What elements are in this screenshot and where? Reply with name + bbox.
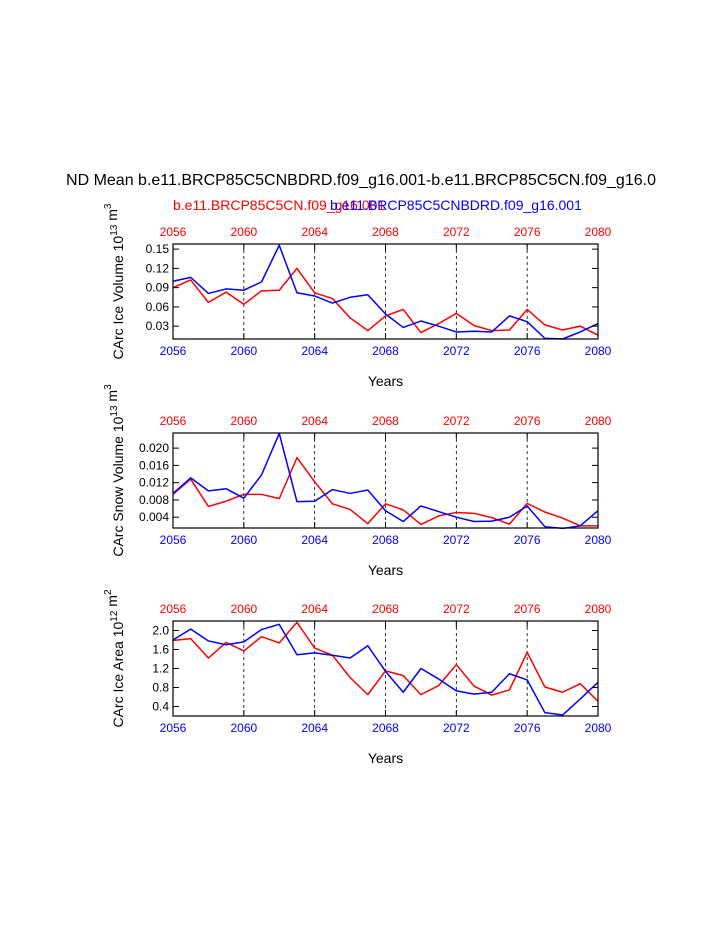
x-tick-label: 2072	[443, 344, 470, 358]
x-tick-label-top: 2064	[301, 414, 328, 428]
y-axis-label: CArc Ice Volume 1013 m3	[103, 203, 126, 359]
x-tick-label-top: 2076	[514, 602, 541, 616]
x-tick-label-top: 2072	[443, 602, 470, 616]
y-tick-label: 0.09	[146, 281, 170, 295]
y-axis-label-exponent: 3	[103, 203, 114, 209]
y-tick-label: 0.008	[139, 493, 169, 507]
x-tick-label: 2060	[230, 533, 257, 547]
series-line-blue	[172, 432, 599, 530]
x-tick-label: 2068	[372, 344, 399, 358]
series-line-blue	[172, 244, 599, 340]
y-tick-label: 0.06	[146, 300, 170, 314]
x-tick-label: 2060	[230, 344, 257, 358]
figure-title: ND Mean b.e11.BRCP85C5CNBDRD.f09_g16.001…	[66, 172, 656, 189]
y-tick-label: 0.12	[146, 261, 170, 275]
y-axis-label-part: CArc Ice Area 10	[110, 621, 126, 727]
series-line-blue	[172, 623, 599, 716]
x-tick-label: 2060	[230, 721, 257, 735]
x-tick-label-top: 2060	[230, 225, 257, 239]
y-axis-label-part: m	[104, 209, 120, 225]
x-tick-label: 2068	[372, 721, 399, 735]
chart-panel-3: 0.4 0.8 1.2 1.6 2.0 2056 2056 2060 2060 2064 2064 2…	[103, 589, 612, 766]
y-axis-label-exponent: 12	[109, 610, 120, 622]
x-tick-label-top: 2076	[514, 414, 541, 428]
x-tick-label-top: 2068	[372, 414, 399, 428]
series-line-red	[172, 267, 599, 336]
x-axis-label: Years	[368, 373, 403, 389]
x-axis-label: Years	[368, 750, 403, 766]
x-tick-label: 2080	[585, 533, 612, 547]
x-tick-label-top: 2068	[372, 602, 399, 616]
y-axis-label-part: m	[104, 595, 120, 611]
panels: 0.03 0.06 0.09 0.12 0.15 2056 2056 2060 2060 2064…	[103, 203, 612, 766]
y-axis-label-part: CArc Ice Volume 10	[110, 236, 126, 360]
x-tick-label-top: 2080	[585, 225, 612, 239]
y-tick-label: 0.016	[139, 458, 169, 472]
x-tick-label: 2080	[585, 344, 612, 358]
y-axis-label: CArc Ice Area 1012 m2	[103, 589, 126, 728]
x-tick-label: 2064	[301, 721, 328, 735]
x-tick-label-top: 2080	[585, 602, 612, 616]
x-tick-label-top: 2056	[160, 414, 187, 428]
chart-panel-1: 0.03 0.06 0.09 0.12 0.15 2056 2056 2060 2060 2064…	[103, 203, 612, 389]
y-axis-label-exponent: 13	[109, 405, 120, 417]
y-tick-label: 2.0	[152, 624, 169, 638]
legend-red: b.e11.BRCP85C5CN.f09_g16.001	[173, 197, 385, 213]
x-tick-label: 2072	[443, 721, 470, 735]
x-tick-label-top: 2064	[301, 602, 328, 616]
y-axis-label-part: CArc Snow Volume 10	[110, 416, 126, 556]
y-tick-label: 1.2	[152, 662, 169, 676]
x-tick-label: 2056	[160, 721, 187, 735]
y-tick-label: 0.004	[139, 510, 169, 524]
x-tick-label: 2056	[160, 344, 187, 358]
x-tick-label: 2076	[514, 344, 541, 358]
x-tick-label-top: 2060	[230, 414, 257, 428]
series-line-red	[172, 456, 598, 527]
y-tick-label: 0.8	[152, 681, 169, 695]
x-tick-label: 2080	[585, 721, 612, 735]
x-tick-label-top: 2056	[160, 225, 187, 239]
x-tick-label-top: 2060	[230, 602, 257, 616]
y-axis-label-exponent: 13	[109, 224, 120, 236]
x-tick-label-top: 2056	[160, 602, 187, 616]
x-tick-label: 2064	[301, 344, 328, 358]
y-axis-label-part: m	[104, 390, 120, 406]
x-tick-label: 2056	[160, 533, 187, 547]
y-tick-label: 0.03	[146, 319, 170, 333]
chart-panel-2: 0.004 0.008 0.012 0.016 0.020 2056 2056 2060 206…	[103, 384, 612, 578]
x-tick-label: 2076	[514, 721, 541, 735]
x-tick-label-top: 2080	[585, 414, 612, 428]
y-tick-label: 1.6	[152, 643, 169, 657]
y-tick-label: 0.4	[152, 700, 169, 714]
y-axis-label-exponent: 2	[103, 589, 114, 595]
y-tick-label: 0.15	[146, 242, 170, 256]
legend-blue: b.e11.BRCP85C5CNBDRD.f09_g16.001	[330, 197, 582, 213]
x-tick-label-top: 2072	[443, 225, 470, 239]
x-tick-label: 2064	[301, 533, 328, 547]
x-axis-label: Years	[368, 562, 403, 578]
y-axis-label-exponent: 3	[103, 384, 114, 390]
y-tick-label: 0.020	[139, 441, 169, 455]
x-tick-label: 2072	[443, 533, 470, 547]
y-axis-label: CArc Snow Volume 1013 m3	[103, 384, 126, 557]
x-tick-label: 2068	[372, 533, 399, 547]
x-tick-label: 2076	[514, 533, 541, 547]
x-tick-label-top: 2068	[372, 225, 399, 239]
x-tick-label-top: 2076	[514, 225, 541, 239]
x-tick-label-top: 2072	[443, 414, 470, 428]
y-tick-label: 0.012	[139, 476, 169, 490]
x-tick-label-top: 2064	[301, 225, 328, 239]
